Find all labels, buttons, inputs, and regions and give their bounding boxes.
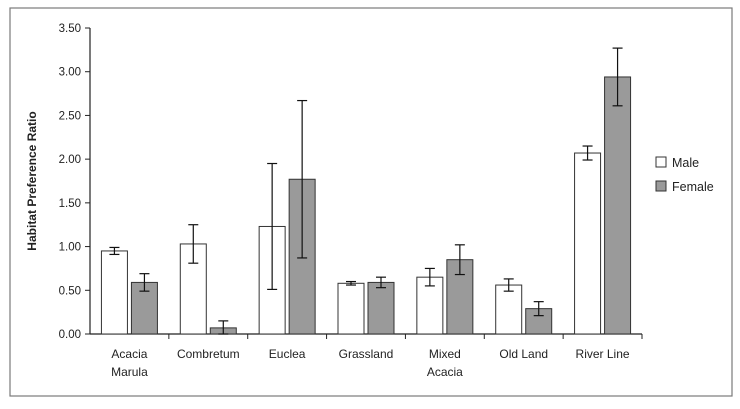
y-tick-label: 3.50 <box>59 23 81 35</box>
x-tick-label: Acacia <box>111 347 147 361</box>
y-tick-label: 0.00 <box>59 329 81 341</box>
x-tick-label: River Line <box>576 347 630 361</box>
y-tick-label: 2.00 <box>59 154 81 166</box>
x-tick-label: Marula <box>111 365 148 379</box>
legend-label: Female <box>672 180 714 194</box>
y-tick-label: 1.00 <box>59 242 81 254</box>
y-tick-label: 0.50 <box>59 285 81 297</box>
y-axis-title: Habitat Preference Ratio <box>25 111 39 250</box>
x-tick-label: Mixed <box>429 347 461 361</box>
x-tick-label: Combretum <box>177 347 240 361</box>
legend-swatch <box>655 156 667 168</box>
bar-male <box>574 152 602 335</box>
legend-label: Male <box>672 156 699 170</box>
bar-male <box>495 284 523 335</box>
x-tick-label: Euclea <box>269 347 306 361</box>
x-tick-label: Old Land <box>499 347 548 361</box>
x-tick-label: Acacia <box>427 365 463 379</box>
bar-male <box>337 282 365 335</box>
y-tick-label: 3.00 <box>59 67 81 79</box>
legend-swatch <box>655 180 667 192</box>
bar-female <box>367 281 395 335</box>
bar-male <box>100 250 128 335</box>
x-tick-label: Grassland <box>339 347 394 361</box>
bar-female <box>604 76 632 335</box>
chart-frame <box>9 7 733 397</box>
y-tick-label: 2.50 <box>59 110 81 122</box>
y-tick-label: 1.50 <box>59 198 81 210</box>
